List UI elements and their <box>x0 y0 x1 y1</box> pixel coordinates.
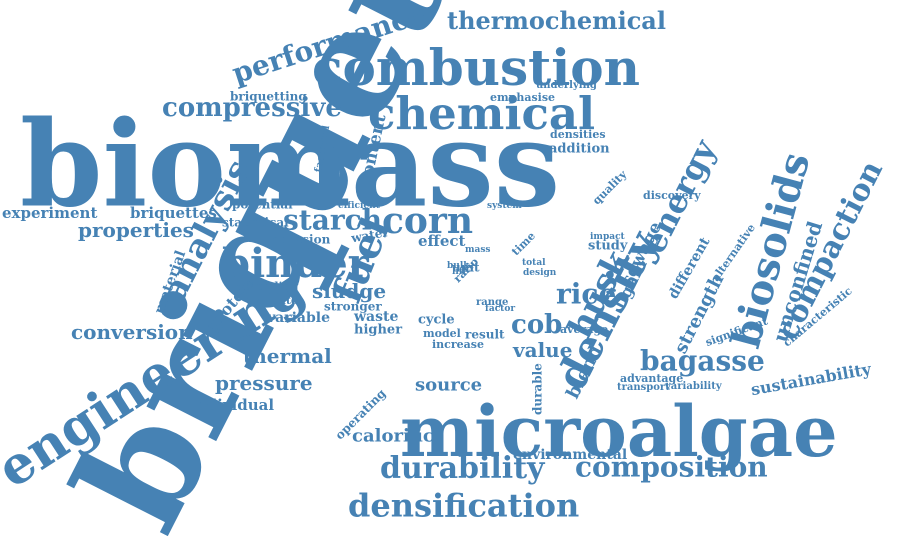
word-higher: higher <box>354 322 403 338</box>
word-binder: binder <box>222 240 369 287</box>
word-sludge: sludge <box>312 279 387 303</box>
word-discovery: discovery <box>643 189 701 203</box>
word-model: model <box>423 327 461 341</box>
word-properties: properties <box>78 218 194 242</box>
word-densities: densities <box>550 128 606 142</box>
word-potential: potential <box>232 197 293 212</box>
word-composition: composition <box>575 450 768 484</box>
word-advantage: advantage <box>620 372 684 386</box>
word-variable: variable <box>267 309 330 326</box>
word-increase: increase <box>432 338 484 352</box>
word-addition: addition <box>549 141 610 157</box>
word-chemical: chemical <box>368 87 596 140</box>
word-statistical: statistical <box>222 215 289 230</box>
word-environmental: environmental <box>513 446 628 463</box>
word-average: average <box>560 323 609 337</box>
word-biomass: biomass <box>20 94 561 234</box>
word-combustion: combustion <box>312 38 640 97</box>
word-total: total <box>522 257 546 268</box>
word-starch: starch <box>283 203 382 237</box>
word-underlying: underlying <box>536 80 597 91</box>
word-time: time <box>509 229 538 259</box>
word-cob: cob <box>511 310 563 341</box>
word-blending: blending <box>244 280 299 294</box>
word-calorific: calorific <box>352 425 434 447</box>
word-emphasise: emphasise <box>490 91 556 105</box>
word-source: source <box>415 374 483 396</box>
word-thermal: thermal <box>243 344 332 368</box>
word-rice: rice <box>556 277 617 311</box>
word-bulk: bulk <box>447 260 470 271</box>
word-quality: quality <box>590 167 630 208</box>
word-transport: transport <box>617 382 670 393</box>
word-thermochemical: thermochemical <box>447 5 666 35</box>
word-value: value <box>513 338 573 362</box>
word-system: system <box>487 200 522 211</box>
word-variability: variability <box>665 381 722 392</box>
word-abrasion: abrasion <box>272 232 331 247</box>
word-life: life <box>452 266 469 277</box>
word-evaluate: evaluate <box>246 294 298 308</box>
word-microalgae: microalgae <box>400 390 838 473</box>
word-waste: waste <box>354 308 399 325</box>
word-durable: durable <box>530 363 545 415</box>
word-densification: densification <box>348 486 580 525</box>
word-corn: corn <box>382 200 474 243</box>
word-cycle: cycle <box>418 312 455 328</box>
word-experiment: experiment <box>2 204 98 222</box>
word-factor: factor <box>485 303 516 314</box>
word-unit: unit <box>452 260 480 275</box>
word-compressive: compressive <box>162 93 342 124</box>
word-range: range <box>476 297 509 308</box>
word-result: result <box>465 327 505 342</box>
word-effect: effect <box>418 232 466 250</box>
word-durability: durability <box>380 451 545 486</box>
word-pressure: pressure <box>215 371 313 395</box>
word-study: study <box>588 238 628 254</box>
word-bagasse: bagasse <box>640 344 765 378</box>
word-mass: mass <box>465 244 491 255</box>
word-stronger: stronger <box>324 299 382 314</box>
word-impact: impact <box>590 231 625 242</box>
word-design: design <box>523 267 557 278</box>
word-briquettes: briquettes <box>130 204 217 222</box>
word-efficient: efficient <box>338 200 380 211</box>
word-briquetting: briquetting <box>230 89 307 104</box>
word-individual: individual <box>190 396 275 414</box>
word-conversion: conversion <box>71 320 193 344</box>
